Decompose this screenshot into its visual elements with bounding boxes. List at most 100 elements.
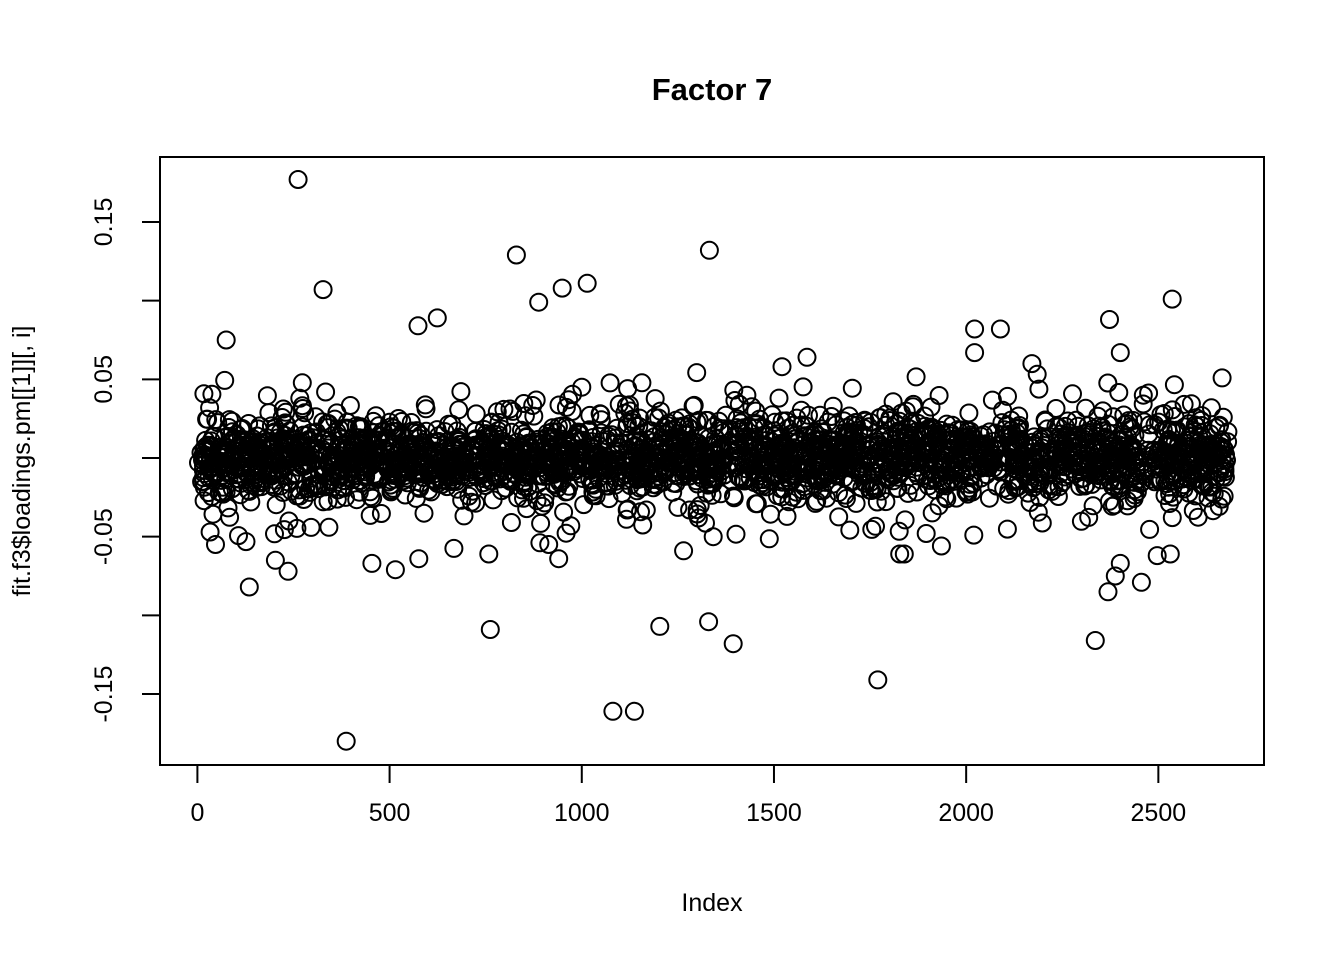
y-tick-label: -0.05 bbox=[90, 508, 118, 565]
data-point bbox=[1029, 379, 1049, 399]
plot-box bbox=[159, 156, 1265, 766]
data-point bbox=[228, 464, 247, 484]
data-point bbox=[699, 240, 719, 260]
data-point bbox=[549, 549, 569, 569]
data-point bbox=[215, 370, 235, 390]
data-point bbox=[1000, 449, 1019, 469]
data-point bbox=[535, 493, 555, 513]
data-point bbox=[475, 476, 495, 495]
data-point bbox=[206, 535, 225, 554]
data-point bbox=[895, 510, 915, 530]
data-point bbox=[624, 701, 644, 721]
data-point bbox=[481, 412, 501, 432]
data-point bbox=[1098, 373, 1118, 393]
data-point bbox=[838, 457, 858, 477]
data-point bbox=[807, 491, 827, 511]
data-point bbox=[319, 517, 339, 537]
data-point bbox=[1163, 449, 1183, 469]
data-point bbox=[971, 458, 991, 478]
data-point bbox=[890, 411, 909, 431]
data-point bbox=[1105, 477, 1125, 497]
data-point bbox=[603, 701, 623, 721]
data-point bbox=[854, 418, 874, 438]
data-point bbox=[890, 544, 910, 564]
data-point bbox=[1163, 487, 1183, 507]
data-point bbox=[449, 400, 469, 420]
data-point bbox=[1119, 411, 1139, 431]
data-point bbox=[1203, 441, 1223, 461]
data-point bbox=[1111, 471, 1131, 490]
data-point bbox=[507, 458, 527, 478]
data-point bbox=[471, 464, 491, 484]
data-point bbox=[742, 397, 762, 417]
data-point bbox=[723, 634, 743, 654]
data-point bbox=[371, 504, 391, 523]
data-point bbox=[674, 541, 694, 561]
data-point bbox=[354, 439, 374, 459]
data-point bbox=[612, 483, 632, 503]
data-point bbox=[907, 482, 927, 502]
data-point bbox=[496, 478, 516, 498]
data-point bbox=[1075, 476, 1095, 496]
data-point bbox=[645, 389, 665, 409]
data-point bbox=[959, 432, 979, 451]
data-point bbox=[267, 428, 287, 448]
data-point bbox=[1159, 477, 1179, 497]
data-point bbox=[1162, 400, 1182, 420]
data-point bbox=[1088, 459, 1108, 478]
data-point bbox=[220, 507, 240, 527]
data-point bbox=[686, 471, 706, 491]
data-point bbox=[291, 454, 311, 474]
data-point bbox=[1166, 421, 1186, 441]
data-point bbox=[466, 404, 486, 424]
data-point bbox=[984, 458, 1004, 478]
data-point bbox=[1191, 410, 1211, 430]
data-point bbox=[408, 316, 428, 336]
data-point bbox=[1008, 419, 1028, 439]
data-point bbox=[327, 489, 347, 509]
data-point bbox=[929, 386, 949, 405]
data-point bbox=[278, 561, 298, 581]
data-point bbox=[779, 443, 798, 463]
data-point bbox=[484, 424, 504, 444]
data-point bbox=[729, 394, 749, 414]
data-point bbox=[240, 481, 259, 501]
data-point bbox=[1063, 384, 1082, 404]
data-point bbox=[1159, 436, 1179, 456]
data-point bbox=[341, 443, 361, 463]
data-point bbox=[1029, 464, 1049, 484]
data-point bbox=[690, 496, 710, 515]
data-point bbox=[725, 391, 745, 410]
data-point bbox=[772, 357, 792, 377]
data-point bbox=[756, 427, 776, 447]
data-point bbox=[775, 463, 794, 483]
data-point bbox=[287, 486, 307, 506]
data-point bbox=[840, 520, 860, 540]
data-point bbox=[971, 468, 991, 488]
data-point bbox=[218, 498, 238, 518]
data-point bbox=[712, 455, 732, 475]
data-point bbox=[687, 363, 707, 383]
data-point bbox=[208, 413, 228, 433]
data-point bbox=[907, 425, 927, 445]
data-point bbox=[531, 513, 551, 533]
data-point bbox=[654, 433, 674, 453]
data-point bbox=[1085, 631, 1105, 650]
data-point bbox=[638, 421, 658, 440]
data-point bbox=[922, 503, 942, 523]
data-point bbox=[1041, 458, 1061, 478]
data-point bbox=[1188, 507, 1208, 527]
data-point bbox=[1083, 496, 1103, 516]
data-point bbox=[629, 416, 649, 436]
data-point bbox=[318, 491, 338, 511]
data-point bbox=[577, 273, 597, 293]
data-point bbox=[743, 461, 763, 481]
data-point bbox=[810, 405, 830, 425]
data-point bbox=[1109, 383, 1129, 402]
data-point bbox=[558, 437, 578, 456]
data-point bbox=[1122, 439, 1142, 459]
x-axis-ticks: 0 500 1000 1500 2000 2500 bbox=[190, 765, 1186, 827]
data-point bbox=[529, 446, 549, 466]
data-point bbox=[479, 544, 499, 564]
data-point bbox=[539, 535, 559, 554]
